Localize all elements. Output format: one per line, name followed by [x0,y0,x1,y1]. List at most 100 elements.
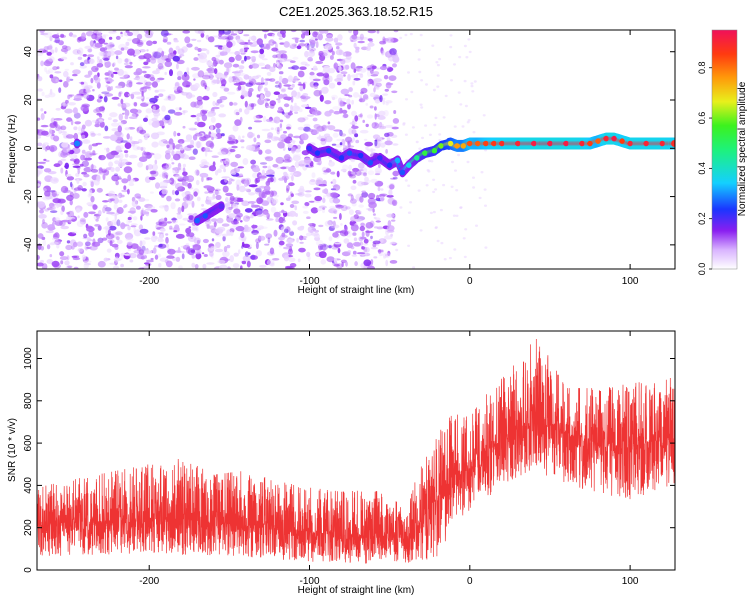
noise-speckle [125,30,130,33]
noise-speckle [49,242,56,246]
noise-speckle [111,96,120,100]
noise-speckle [461,125,465,128]
noise-speckle [60,210,64,215]
noise-speckle [37,88,43,92]
noise-speckle [133,77,140,80]
noise-speckle [197,48,202,52]
noise-speckle [124,153,129,158]
noise-speckle [237,166,245,169]
noise-speckle [92,150,96,156]
snr-series-line [37,338,675,564]
noise-speckle [152,231,156,236]
ridge-point [358,152,364,159]
noise-speckle [386,213,395,218]
noise-speckle [352,137,356,142]
noise-speckle [114,195,121,198]
noise-speckle [229,255,234,263]
noise-speckle [209,142,214,149]
ridge-point [672,140,675,147]
noise-speckle [130,223,138,227]
noise-speckle [196,112,205,117]
noise-speckle [238,108,243,113]
ridge-point [422,150,428,156]
noise-speckle [47,56,55,62]
noise-speckle [261,43,270,49]
noise-speckle [329,192,339,198]
ridge-point [448,140,454,147]
noise-speckle [223,246,228,253]
y-tick-label: 1000 [23,347,34,370]
noise-speckle [76,220,84,228]
noise-speckle [109,134,118,141]
noise-speckle [411,126,415,129]
noise-speckle [300,61,308,66]
noise-speckle [149,76,156,82]
noise-speckle [317,159,322,166]
noise-speckle [308,223,316,227]
noise-speckle [435,61,439,64]
noise-speckle [374,180,384,187]
noise-speckle [90,77,94,84]
noise-speckle [356,196,360,202]
noise-speckle [170,202,176,210]
noise-speckle [103,57,110,61]
noise-speckle [221,176,231,179]
noise-speckle [201,161,210,166]
noise-speckle [114,140,122,143]
noise-speckle [343,238,350,244]
noise-speckle [66,194,74,201]
noise-speckle [297,117,306,123]
noise-speckle [262,115,267,123]
noise-speckle [187,235,197,242]
noise-speckle [362,94,369,100]
noise-speckle [212,190,221,196]
noise-speckle [271,33,275,38]
noise-speckle [299,235,304,241]
noise-speckle [202,238,209,244]
noise-speckle [76,93,82,99]
noise-speckle [348,87,353,92]
noise-speckle [340,71,348,75]
ridge-point [467,140,473,147]
noise-speckle [151,121,160,128]
noise-speckle [89,152,98,155]
noise-speckle [107,42,115,49]
noise-speckle [167,248,176,255]
noise-speckle [52,205,56,210]
noise-speckle [115,145,122,153]
noise-speckle [309,39,316,45]
noise-speckle [223,62,233,69]
noise-speckle [155,79,160,83]
noise-speckle [347,170,352,177]
noise-speckle [451,160,454,164]
noise-speckle [279,42,285,45]
noise-speckle [41,222,48,229]
noise-speckle [314,229,319,233]
noise-speckle [232,263,240,269]
noise-speckle [478,196,482,200]
noise-speckle [356,210,363,216]
noise-speckle [285,243,294,248]
noise-speckle [120,194,125,198]
noise-speckle [116,219,121,227]
noise-speckle [244,108,250,115]
noise-speckle [212,91,218,98]
noise-speckle [191,254,195,259]
noise-speckle [222,185,229,193]
noise-speckle [252,172,259,179]
noise-speckle [60,125,67,131]
noise-speckle [259,264,267,268]
noise-speckle [210,116,216,123]
noise-speckle [143,132,150,137]
noise-speckle [219,104,225,108]
noise-speckle [326,32,333,39]
noise-speckle [148,118,152,126]
noise-speckle [82,139,91,145]
noise-speckle [351,129,357,135]
noise-speckle [181,205,185,213]
noise-speckle [123,46,129,50]
noise-speckle [350,224,359,232]
noise-speckle [283,130,287,134]
noise-speckle [131,200,138,208]
noise-speckle [144,203,153,209]
